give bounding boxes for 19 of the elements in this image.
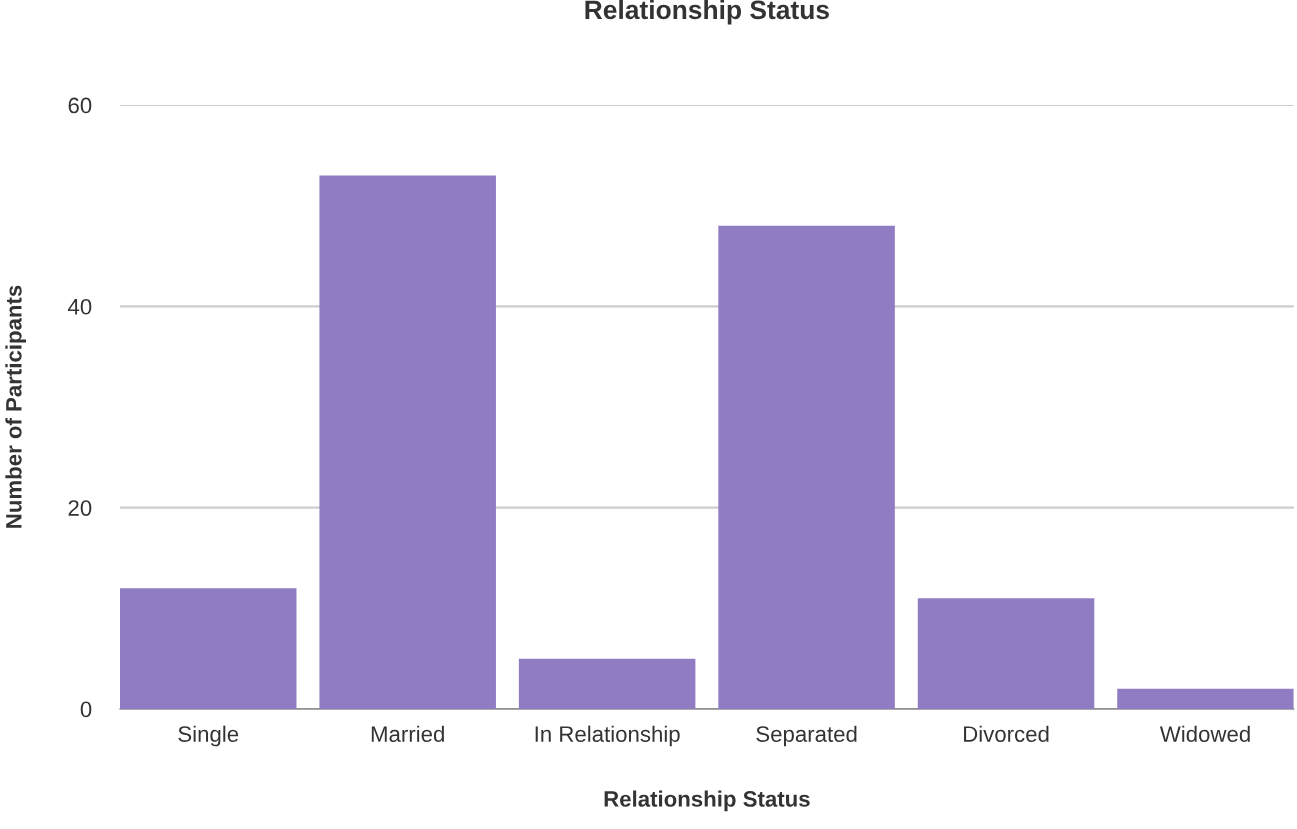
bar [917, 598, 1095, 709]
y-axis-title: Number of Participants [5, 285, 27, 528]
y-tick-label: 60 [68, 97, 92, 114]
bar [518, 658, 696, 709]
x-tick-label: Widowed [1159, 725, 1250, 742]
x-tick-label: Married [371, 725, 444, 742]
x-tick-label: Separated [756, 725, 857, 747]
x-tick-label: In Relationship [535, 725, 680, 747]
x-tick-label: Single [178, 725, 239, 747]
bar [319, 175, 496, 709]
bar [718, 225, 895, 709]
bar [1117, 688, 1294, 709]
y-tick-label: 40 [67, 298, 92, 315]
y-tick-label: 0 [80, 701, 92, 718]
x-axis-title: Relationship Status [604, 790, 810, 812]
chart-title: Relationship Status [585, 0, 829, 25]
bar [119, 588, 297, 709]
x-tick-label: Divorced [964, 725, 1049, 742]
y-tick-label: 20 [68, 500, 92, 516]
